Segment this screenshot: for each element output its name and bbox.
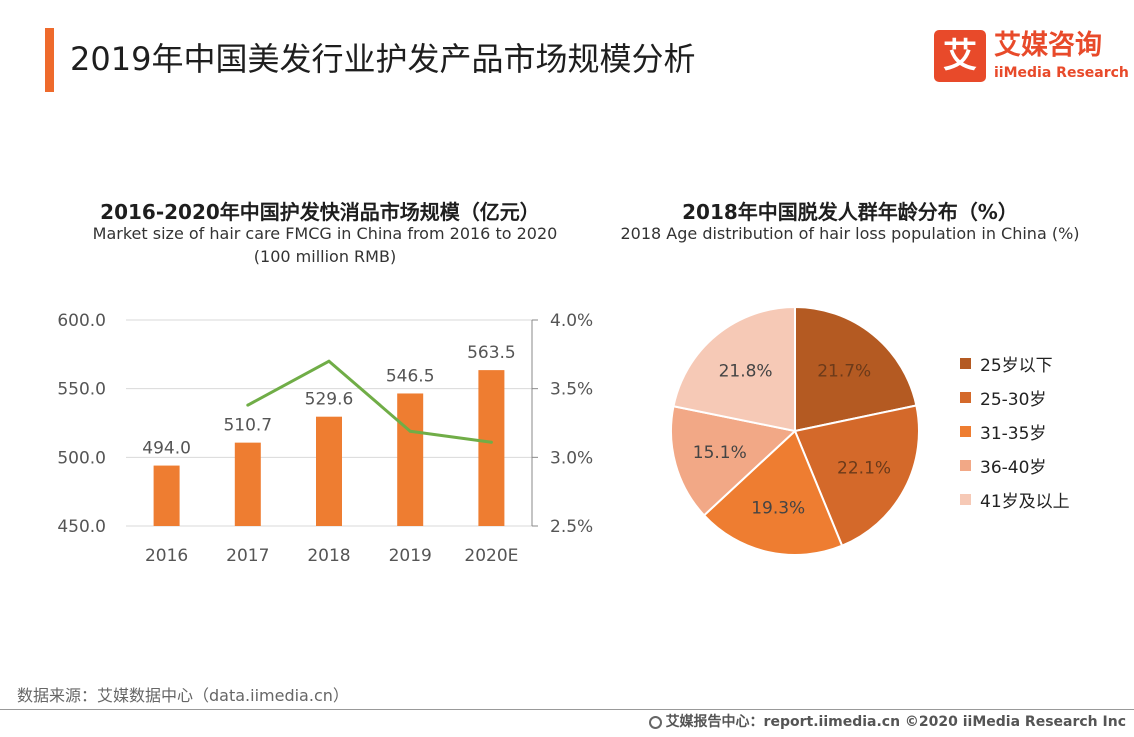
x-tick-label: 2019 xyxy=(389,546,432,566)
legend-item: 36-40岁 xyxy=(960,448,1070,482)
y-tick-label-right: 3.5% xyxy=(550,380,593,400)
legend-swatch xyxy=(960,493,971,505)
pie-data-label: 22.1% xyxy=(837,459,891,479)
y-tick-label-left: 550.0 xyxy=(57,380,106,400)
bar-data-label: 563.5 xyxy=(467,343,516,363)
bar xyxy=(397,393,424,526)
pie-data-label: 19.3% xyxy=(751,498,805,518)
legend-label: 36-40岁 xyxy=(980,457,1047,478)
legend-label: 25-30岁 xyxy=(980,389,1047,410)
y-tick-label-left: 500.0 xyxy=(57,448,106,468)
legend-swatch xyxy=(960,357,971,369)
data-source: 数据来源：艾媒数据中心（data.iimedia.cn） xyxy=(17,686,349,705)
y-tick-label-right: 2.5% xyxy=(550,517,593,537)
pie-slice xyxy=(670,405,798,517)
legend-item: 41岁及以上 xyxy=(960,482,1070,516)
line-point xyxy=(246,403,250,407)
bar-chart-title: 2016-2020年中国护发快消品市场规模（亿元） xyxy=(100,200,540,224)
pie-data-label: 15.1% xyxy=(693,443,747,463)
legend-label: 25岁以下 xyxy=(980,355,1053,376)
x-tick-label: 2020E xyxy=(464,546,518,566)
y-tick-label-right: 4.0% xyxy=(550,311,593,331)
pie-slice xyxy=(702,429,844,556)
page-title: 2019年中国美发行业护发产品市场规模分析 xyxy=(70,40,696,78)
footer: 艾媒报告中心：report.iimedia.cn ©2020 iiMedia R… xyxy=(648,711,1126,733)
bar-chart-subtitle-line: (100 million RMB) xyxy=(253,247,397,266)
pie-slice xyxy=(793,404,920,548)
pie-data-label: 21.7% xyxy=(817,361,871,381)
y-tick-label-left: 600.0 xyxy=(57,311,106,331)
bar xyxy=(478,370,505,526)
bar-data-label: 510.7 xyxy=(223,416,272,436)
logo-en-text: iiMedia Research xyxy=(994,65,1129,81)
logo-cn-text: 艾媒咨询 xyxy=(994,30,1102,61)
logo-mark: 艾 xyxy=(934,30,986,82)
legend-swatch xyxy=(960,425,971,437)
y-tick-label-left: 450.0 xyxy=(57,517,106,537)
bar-data-label: 529.6 xyxy=(305,390,354,410)
legend-item: 25-30岁 xyxy=(960,380,1070,414)
footer-divider xyxy=(0,709,1134,710)
x-tick-label: 2017 xyxy=(226,546,269,566)
pie-chart-subtitle: 2018 Age distribution of hair loss popul… xyxy=(620,224,1080,243)
line-point xyxy=(408,429,412,433)
title-accent-bar xyxy=(45,28,54,92)
legend-swatch xyxy=(960,391,971,403)
pie-data-label: 21.8% xyxy=(719,361,773,381)
bar xyxy=(153,465,180,526)
y-tick-label-right: 3.0% xyxy=(550,448,593,468)
bar-chart-subtitle: Market size of hair care FMCG in China f… xyxy=(50,222,600,268)
legend-swatch xyxy=(960,459,971,471)
legend-label: 41岁及以上 xyxy=(980,491,1070,512)
globe-icon xyxy=(648,716,662,729)
bar-data-label: 494.0 xyxy=(142,439,191,459)
pie-slice xyxy=(672,305,796,433)
footer-text: 艾媒报告中心：report.iimedia.cn ©2020 iiMedia R… xyxy=(665,714,1126,730)
pie-chart-title: 2018年中国脱发人群年龄分布（%） xyxy=(682,200,1018,224)
line-series xyxy=(247,359,492,444)
legend-item: 25岁以下 xyxy=(960,346,1070,380)
pie-slice xyxy=(794,305,918,433)
pie-legend: 25岁以下 25-30岁 31-35岁 36-40岁 41岁及以上 xyxy=(960,346,1070,516)
bar-chart-subtitle-line: Market size of hair care FMCG in China f… xyxy=(92,224,558,243)
x-tick-label: 2018 xyxy=(307,546,350,566)
bar-data-label: 546.5 xyxy=(386,366,435,386)
bar xyxy=(234,442,261,526)
line-point xyxy=(327,359,331,363)
line-point xyxy=(489,440,493,444)
iimedia-logo: 艾 艾媒咨询 iiMedia Research xyxy=(934,30,1129,90)
x-tick-label: 2016 xyxy=(145,546,188,566)
bar xyxy=(316,416,342,526)
legend-label: 31-35岁 xyxy=(980,423,1047,444)
legend-item: 31-35岁 xyxy=(960,414,1070,448)
